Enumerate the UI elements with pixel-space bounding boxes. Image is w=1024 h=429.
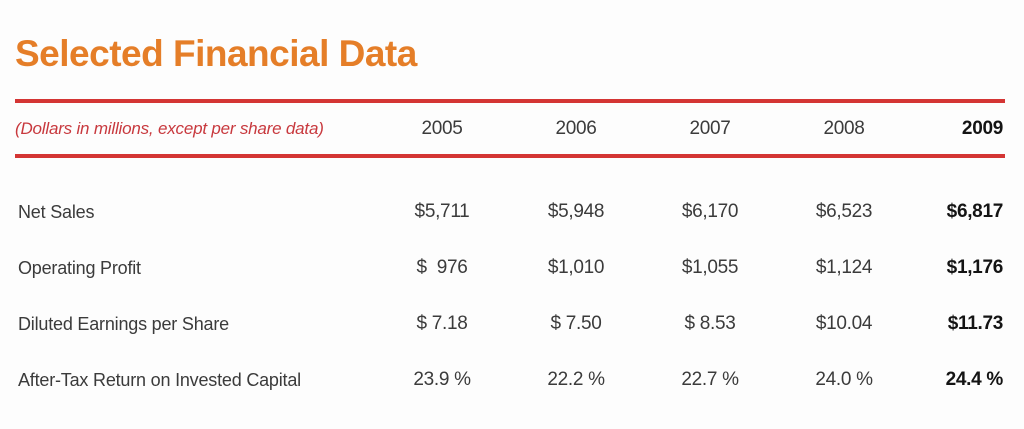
year-header-2005: 2005 [421, 117, 463, 139]
value-cell: $ 976 [416, 257, 468, 279]
value-cell: $1,010 [547, 257, 605, 279]
top-rule-divider [15, 99, 1005, 104]
value-cell: 22.2 % [547, 369, 605, 391]
value-cell-emphasized: $6,817 [946, 201, 1004, 223]
value-cell-emphasized: 24.4 % [945, 369, 1004, 391]
year-header-2008: 2008 [823, 117, 865, 139]
row-label: After-Tax Return on Invested Capital [18, 369, 301, 390]
value-cell: 24.0 % [815, 369, 873, 391]
value-cell: $10.04 [815, 313, 873, 335]
table-header-row: (Dollars in millions, except per share d… [15, 103, 1005, 154]
table-row-net-sales: Net Sales $5,711 $5,948 $6,170 $6,523 $6… [15, 184, 1005, 240]
header-rule-divider [15, 154, 1005, 159]
table-row-diluted-eps: Diluted Earnings per Share $ 7.18 $ 7.50… [15, 296, 1005, 352]
value-cell: $5,711 [414, 201, 470, 223]
value-cell: $5,948 [547, 201, 605, 223]
value-cell: $ 8.53 [684, 313, 736, 335]
value-cell: $1,124 [815, 257, 873, 279]
financial-data-page: Selected Financial Data (Dollars in mill… [15, 33, 1005, 408]
table-row-after-tax-return: After-Tax Return on Invested Capital 23.… [15, 352, 1005, 408]
table-row-operating-profit: Operating Profit $ 976 $1,010 $1,055 $1,… [15, 240, 1005, 296]
table-body: Net Sales $5,711 $5,948 $6,170 $6,523 $6… [15, 184, 1005, 408]
value-cell: $6,523 [815, 201, 873, 223]
page-title: Selected Financial Data [15, 33, 417, 74]
value-cell: 22.7 % [681, 369, 739, 391]
value-cell: $6,170 [681, 201, 739, 223]
value-cell: $1,055 [681, 257, 739, 279]
year-header-2007: 2007 [689, 117, 731, 139]
value-cell-emphasized: $11.73 [947, 313, 1004, 335]
row-label: Diluted Earnings per Share [18, 313, 229, 334]
row-label: Operating Profit [18, 257, 141, 278]
year-header-2006: 2006 [555, 117, 597, 139]
value-cell-emphasized: $1,176 [946, 257, 1004, 279]
value-cell: 23.9 % [413, 369, 471, 391]
row-label: Net Sales [18, 201, 95, 222]
year-header-2009: 2009 [961, 117, 1003, 139]
value-cell: $ 7.50 [550, 313, 602, 335]
value-cell: $ 7.18 [416, 313, 468, 335]
table-note: (Dollars in millions, except per share d… [15, 118, 324, 138]
